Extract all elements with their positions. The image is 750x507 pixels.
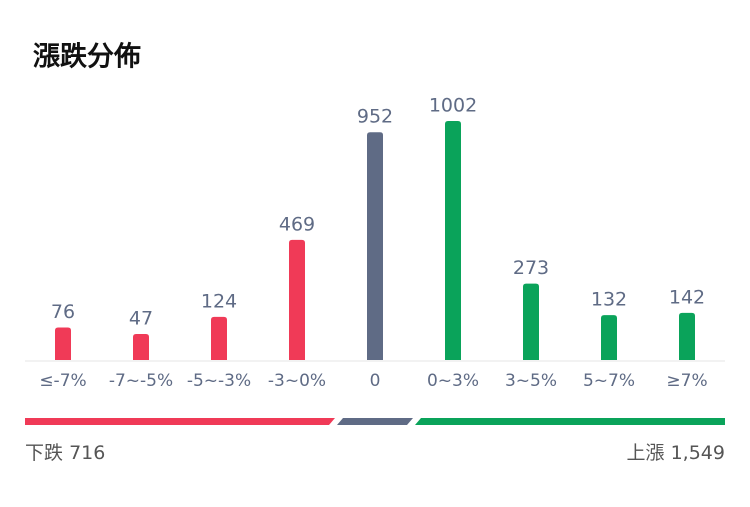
down-label: 下跌 716 (25, 442, 105, 464)
down-count: 716 (69, 442, 105, 464)
x-tick-label: 3~5% (505, 371, 557, 391)
bar (601, 315, 617, 360)
bar (289, 239, 305, 360)
x-tick-label: 0 (370, 371, 381, 391)
value-label: 469 (279, 213, 315, 235)
value-label: 142 (669, 286, 705, 308)
x-tick-label: -7~-5% (109, 371, 173, 391)
down-text: 下跌 (25, 442, 63, 464)
x-tick-label: ≥7% (666, 371, 707, 391)
value-label: 124 (201, 290, 237, 312)
bar (445, 121, 461, 360)
bar (133, 334, 149, 360)
flat-bar (337, 418, 413, 425)
value-label: 952 (357, 106, 393, 128)
value-label: 1002 (429, 95, 477, 117)
down-bar (25, 418, 335, 425)
x-tick-label: ≤-7% (39, 371, 86, 391)
bar (367, 132, 383, 360)
chart-title: 漲跌分佈 (33, 41, 141, 73)
x-tick-label: -3~0% (268, 371, 326, 391)
up-bar (415, 418, 725, 425)
up-count: 1,549 (671, 442, 725, 464)
value-label: 132 (591, 289, 627, 311)
x-tick-label: 5~7% (583, 371, 635, 391)
bar (55, 327, 71, 360)
value-label: 273 (513, 257, 549, 279)
bar (679, 312, 695, 360)
x-tick-label: 0~3% (427, 371, 479, 391)
up-text: 上漲 (627, 442, 665, 464)
up-label: 上漲 1,549 (627, 442, 725, 464)
x-tick-label: -5~-3% (187, 371, 251, 391)
value-label: 76 (51, 301, 75, 323)
value-label: 47 (129, 308, 153, 330)
bar (523, 283, 539, 360)
bar (211, 316, 227, 360)
